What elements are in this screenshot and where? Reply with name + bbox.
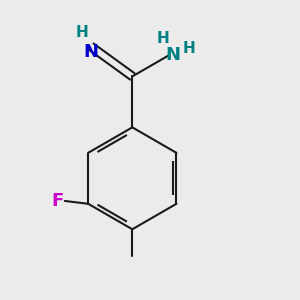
Text: F: F xyxy=(51,192,63,210)
Text: H: H xyxy=(182,41,195,56)
Text: H: H xyxy=(76,25,88,40)
Text: H: H xyxy=(157,32,170,46)
Text: N: N xyxy=(165,46,180,64)
Text: N: N xyxy=(84,43,99,61)
